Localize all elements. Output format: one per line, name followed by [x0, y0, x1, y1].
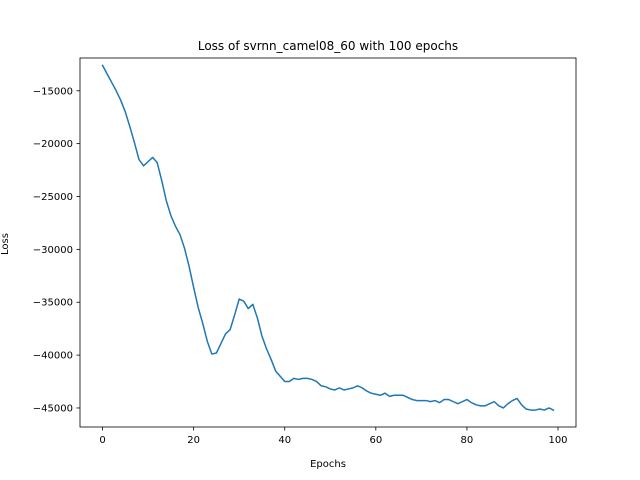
axes-background	[80, 58, 576, 427]
x-tick-label: 60	[369, 435, 382, 446]
x-tick-label: 20	[187, 435, 200, 446]
y-tick-label: −25000	[33, 192, 73, 203]
x-tick-label: 80	[461, 435, 474, 446]
y-tick-label: −20000	[33, 139, 73, 150]
y-tick-label: −30000	[33, 245, 73, 256]
x-tick-label: 0	[99, 435, 105, 446]
chart-title: Loss of svrnn_camel08_60 with 100 epochs	[198, 39, 458, 53]
x-axis-label: Epochs	[310, 459, 346, 470]
y-tick-label: −40000	[33, 351, 73, 362]
x-tick-label: 100	[548, 435, 567, 446]
x-axis-ticks: 0 20 40 60 80 100	[99, 427, 568, 446]
x-tick-label: 40	[278, 435, 291, 446]
y-tick-label: −45000	[33, 403, 73, 414]
y-tick-label: −15000	[33, 86, 73, 97]
y-axis-ticks: −45000 −40000 −35000 −30000 −25000 −20000 −150…	[33, 86, 80, 414]
axes-frame	[79, 57, 577, 428]
loss-series-line	[101, 64, 555, 412]
plot-area	[79, 57, 577, 428]
y-axis-label: Loss	[0, 233, 11, 255]
y-tick-label: −35000	[33, 298, 73, 309]
